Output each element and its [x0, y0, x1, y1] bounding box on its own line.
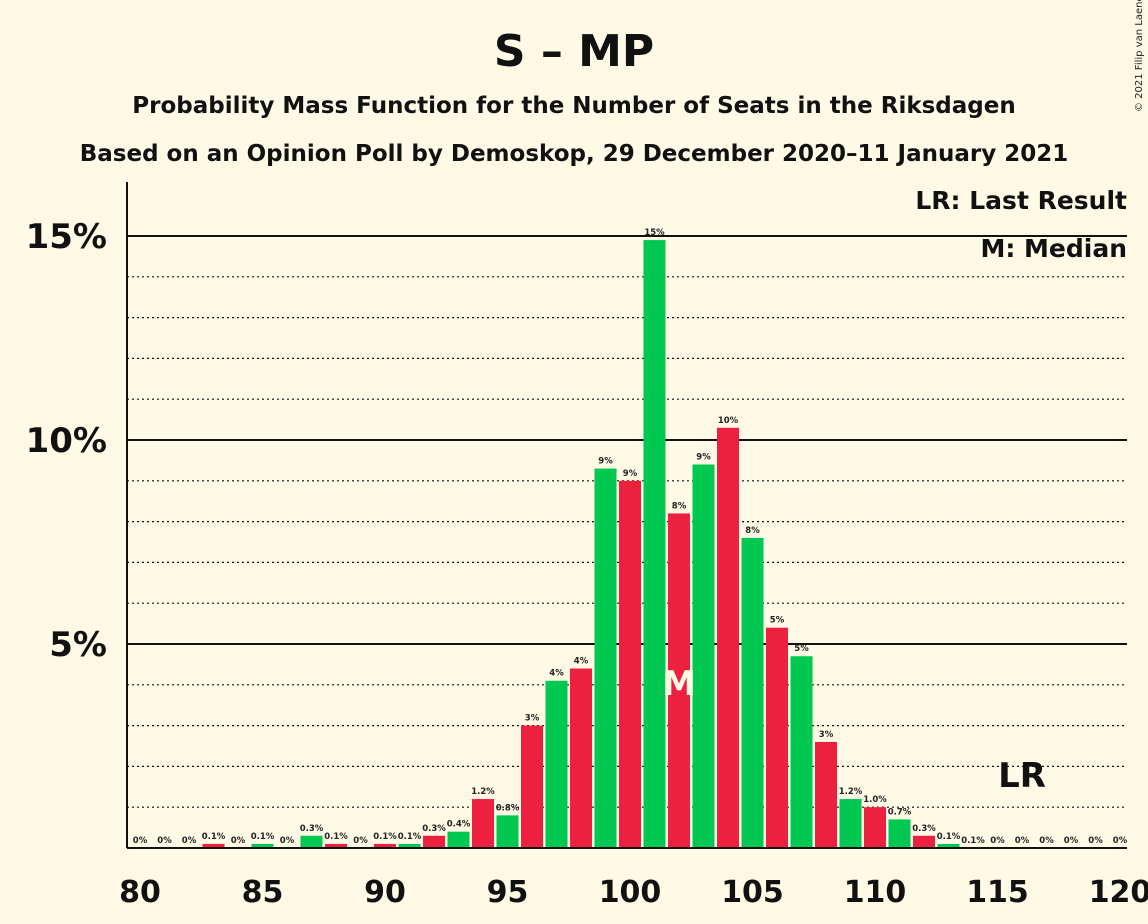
bar-seat-91	[398, 843, 421, 848]
bar-seat-98	[570, 668, 592, 848]
bar-label-seat-89: 0%	[353, 836, 368, 846]
bar-seat-110	[864, 807, 886, 848]
bar-series	[202, 240, 960, 848]
bar-seat-94	[472, 799, 494, 848]
x-axis-ticks: 80 85 90 95 100 105 110 115 120	[119, 875, 1148, 910]
bar-seat-87	[300, 835, 323, 848]
chart-markers: M LR	[662, 664, 1046, 796]
bar-label-seat-96: 3%	[525, 714, 540, 724]
x-tick-label: 115	[966, 875, 1029, 910]
bar-label-seat-93: 0.4%	[447, 820, 471, 830]
y-tick-label: 15%	[26, 217, 107, 257]
bar-seat-90	[374, 843, 396, 848]
bar-label-seat-98: 4%	[574, 656, 589, 666]
y-tick-label: 10%	[26, 421, 107, 461]
bar-label-seat-104: 10%	[718, 416, 739, 426]
bar-label-seat-116: 0%	[1015, 836, 1030, 846]
bar-seat-92	[423, 835, 445, 848]
bar-label-seat-111: 0.7%	[888, 807, 912, 817]
bar-seat-108	[815, 741, 837, 848]
chart-title: S – MP	[494, 26, 654, 77]
x-tick-label: 95	[487, 875, 529, 910]
y-tick-label: 5%	[49, 625, 107, 665]
bar-labels: 0% 0% 0% 0.1% 0% 0.1% 0%0.3%0.1% 0% 0.1% 0.1%0.3%…	[133, 228, 1128, 846]
legend-last-result: LR: Last Result	[915, 186, 1127, 215]
bar-seat-101	[643, 240, 666, 848]
chart-subtitle-1: Probability Mass Function for the Number…	[132, 93, 1015, 119]
x-tick-label: 105	[721, 875, 784, 910]
bar-label-seat-86: 0%	[280, 836, 295, 846]
x-tick-label: 100	[599, 875, 662, 910]
x-tick-label: 85	[242, 875, 284, 910]
bar-seat-106	[766, 627, 788, 848]
bar-label-seat-82: 0%	[182, 836, 197, 846]
copyright-notice: © 2021 Filip van Laenen	[1134, 0, 1145, 112]
bar-label-seat-99: 9%	[598, 457, 613, 467]
bar-label-seat-90: 0.1%	[373, 832, 397, 842]
bar-label-seat-94: 1.2%	[471, 787, 495, 797]
x-tick-label: 80	[119, 875, 161, 910]
bar-label-seat-103: 9%	[696, 452, 711, 462]
bar-seat-85	[251, 843, 274, 848]
bar-seat-109	[839, 799, 862, 848]
bar-seat-97	[545, 680, 568, 848]
x-tick-label: 90	[364, 875, 406, 910]
x-tick-label: 110	[844, 875, 907, 910]
bar-label-seat-83: 0.1%	[202, 832, 226, 842]
bar-seat-88	[325, 843, 347, 848]
bar-seat-102	[668, 513, 690, 848]
bar-seat-105	[741, 537, 764, 848]
bar-label-seat-88: 0.1%	[324, 832, 348, 842]
bar-seat-113	[937, 843, 960, 848]
bar-label-seat-91: 0.1%	[398, 832, 422, 842]
bar-label-seat-117: 0%	[1039, 836, 1054, 846]
bar-label-seat-84: 0%	[231, 836, 246, 846]
bar-label-seat-112: 0.3%	[912, 824, 936, 834]
legend-median: M: Median	[980, 234, 1127, 263]
bar-seat-99	[594, 468, 617, 848]
bar-label-seat-85: 0.1%	[251, 832, 275, 842]
bar-label-seat-109: 1.2%	[839, 787, 863, 797]
bar-label-seat-102: 8%	[672, 501, 687, 511]
bar-seat-83	[202, 843, 225, 848]
bar-label-seat-108: 3%	[819, 730, 834, 740]
bar-label-seat-120: 0%	[1113, 836, 1128, 846]
last-result-marker: LR	[998, 756, 1046, 796]
bar-seat-112	[913, 835, 935, 848]
bar-seat-96	[521, 725, 543, 848]
bar-label-seat-87: 0.3%	[300, 824, 324, 834]
bar-label-seat-105: 8%	[745, 526, 760, 536]
bar-label-seat-107: 5%	[794, 644, 809, 654]
bar-label-seat-118: 0%	[1064, 836, 1079, 846]
median-marker: M	[662, 664, 696, 704]
bar-seat-111	[888, 819, 911, 848]
bar-label-seat-97: 4%	[549, 669, 564, 679]
bar-label-seat-81: 0%	[157, 836, 172, 846]
bar-label-seat-115: 0%	[990, 836, 1005, 846]
y-axis-ticks: 5% 10% 15%	[26, 217, 107, 665]
bar-label-seat-80: 0%	[133, 836, 148, 846]
bar-seat-103	[692, 464, 715, 848]
bar-label-seat-110: 1.0%	[863, 795, 887, 805]
bar-label-seat-114: 0.1%	[961, 836, 985, 846]
bar-label-seat-113: 0.1%	[937, 832, 961, 842]
bar-seat-93	[447, 831, 470, 848]
x-tick-label: 120	[1089, 875, 1148, 910]
bar-label-seat-95: 0.8%	[496, 803, 520, 813]
bar-seat-104	[717, 427, 739, 848]
bar-seat-107	[790, 656, 813, 848]
bar-label-seat-106: 5%	[770, 616, 785, 626]
chart-subtitle-2: Based on an Opinion Poll by Demoskop, 29…	[80, 141, 1069, 167]
bar-label-seat-101: 15%	[644, 228, 665, 238]
bar-seat-100	[619, 480, 641, 848]
bar-label-seat-100: 9%	[623, 469, 638, 479]
bar-label-seat-119: 0%	[1088, 836, 1103, 846]
bar-seat-95	[496, 815, 519, 848]
bar-label-seat-92: 0.3%	[422, 824, 446, 834]
